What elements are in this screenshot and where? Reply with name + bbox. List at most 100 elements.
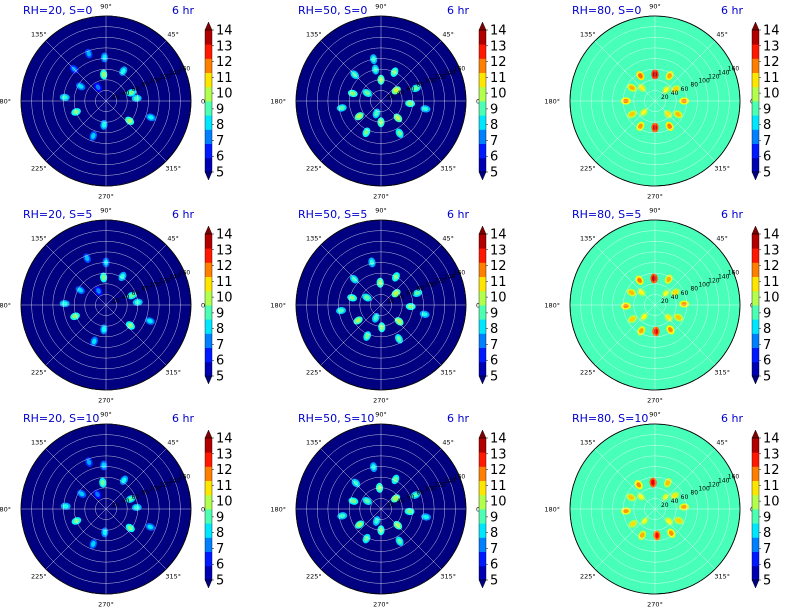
colorbar-tick-label: 13 — [216, 243, 233, 258]
panel-time-label: 6 hr — [172, 208, 194, 221]
colorbar-segment — [752, 30, 759, 45]
colorbar-segment — [205, 494, 212, 510]
colorbar-tick-label: 8 — [490, 118, 498, 133]
radial-tick-label: 140 — [444, 274, 456, 281]
angle-tick-label: 315° — [440, 369, 456, 377]
grid-spoke — [380, 244, 442, 306]
radial-tick-label: 120 — [434, 482, 446, 489]
colorbar-tick-label: 10 — [216, 291, 233, 306]
polar-grid — [20, 219, 192, 391]
hotspot — [95, 491, 100, 498]
radial-tick-label: 20 — [112, 94, 120, 101]
panel-time-label: 6 hr — [721, 412, 743, 425]
colorbar-min-arrow — [751, 375, 760, 385]
grid-spoke — [654, 40, 716, 102]
hotspot — [62, 504, 69, 509]
colorbar-segment — [479, 523, 486, 538]
radial-tick-label: 60 — [132, 290, 140, 297]
radial-tick-label: 80 — [416, 286, 424, 293]
angle-tick-label: 90° — [649, 411, 661, 419]
hotspot — [421, 312, 428, 317]
hotspot — [126, 118, 133, 124]
hotspot — [379, 324, 384, 331]
angle-tick-label: 225° — [306, 165, 322, 173]
radial-tick-label: 80 — [416, 82, 424, 89]
hotspot — [84, 255, 90, 262]
angle-tick-label: 90° — [100, 411, 112, 419]
angle-ticks: 0° 45° 90° 135° 180° 225° 270° 315° — [0, 3, 208, 201]
angle-tick-label: 315° — [714, 369, 730, 377]
hotspot — [423, 514, 429, 520]
radial-tick-label: 160 — [454, 65, 466, 72]
grid-spoke — [594, 304, 656, 366]
polar-panel: 204060801001201401600°45°90°135°180°225°… — [270, 3, 506, 201]
hotspot — [95, 84, 101, 90]
hotspot — [638, 289, 645, 295]
colorbar-tick-label: 12 — [216, 55, 233, 70]
hotspot — [672, 86, 679, 92]
hotspot — [654, 532, 659, 539]
colorbar-segment — [479, 72, 486, 88]
colorbar-segment — [479, 438, 486, 453]
angle-tick-label: 0° — [201, 302, 208, 310]
radial-tick-label: 120 — [708, 278, 720, 285]
radial-tick-label: 140 — [444, 478, 456, 485]
hotspot — [393, 290, 399, 296]
colorbar-segment — [479, 115, 486, 130]
colorbar-min-arrow — [751, 579, 760, 589]
colorbar-segment — [752, 115, 759, 130]
hotspot — [353, 480, 359, 486]
angle-tick-label: 225° — [580, 165, 596, 173]
colorbar-segment — [479, 30, 486, 45]
colorbar-frame — [751, 233, 760, 377]
panel-time-label: 6 hr — [172, 4, 194, 17]
colorbar-segment — [752, 248, 759, 263]
hotspot — [636, 482, 642, 488]
colorbar-min-arrow — [478, 171, 487, 181]
radial-tick-label: 160 — [179, 65, 191, 72]
angle-tick-label: 45° — [716, 234, 728, 242]
colorbar-min-arrow — [478, 579, 487, 589]
hotspot — [638, 327, 644, 334]
grid-spoke — [594, 508, 656, 570]
angle-tick-label: 270° — [647, 397, 663, 405]
polar-grid — [295, 423, 467, 595]
angle-tick-label: 315° — [165, 573, 181, 581]
colorbar-tick-label: 14 — [763, 24, 780, 39]
hotspot — [78, 491, 85, 497]
hotspot — [96, 288, 101, 294]
hotspot — [406, 509, 413, 514]
grid-spoke — [45, 40, 107, 102]
colorbar-frame — [204, 29, 213, 173]
hotspot — [666, 276, 672, 283]
colorbar-segment — [479, 157, 486, 173]
panel-time-label: 6 hr — [721, 4, 743, 17]
grid-spoke — [594, 100, 656, 162]
angle-tick-label: 90° — [375, 411, 387, 419]
colorbar-segment — [205, 347, 212, 363]
angle-tick-label: 270° — [98, 397, 114, 405]
colorbar-tick-label: 14 — [763, 228, 780, 243]
radial-tick-label: 140 — [718, 478, 730, 485]
hotspot — [351, 276, 357, 282]
radial-tick-label: 160 — [179, 473, 191, 480]
colorbar-segment — [479, 129, 486, 144]
angle-tick-label: 45° — [442, 438, 454, 446]
angle-tick-label: 180° — [0, 98, 11, 106]
colorbar-tick-label: 8 — [763, 322, 771, 337]
panel-title: RH=50, S=0 — [298, 4, 367, 17]
grid-spoke — [654, 304, 716, 366]
radial-tick-label: 40 — [397, 294, 405, 301]
polar-frame — [569, 15, 741, 187]
radial-tick-label: 100 — [149, 282, 161, 289]
colorbar-segment — [205, 438, 212, 453]
angle-tick-label: 315° — [440, 165, 456, 173]
hotspot — [396, 318, 402, 324]
radial-tick-label: 140 — [169, 274, 181, 281]
